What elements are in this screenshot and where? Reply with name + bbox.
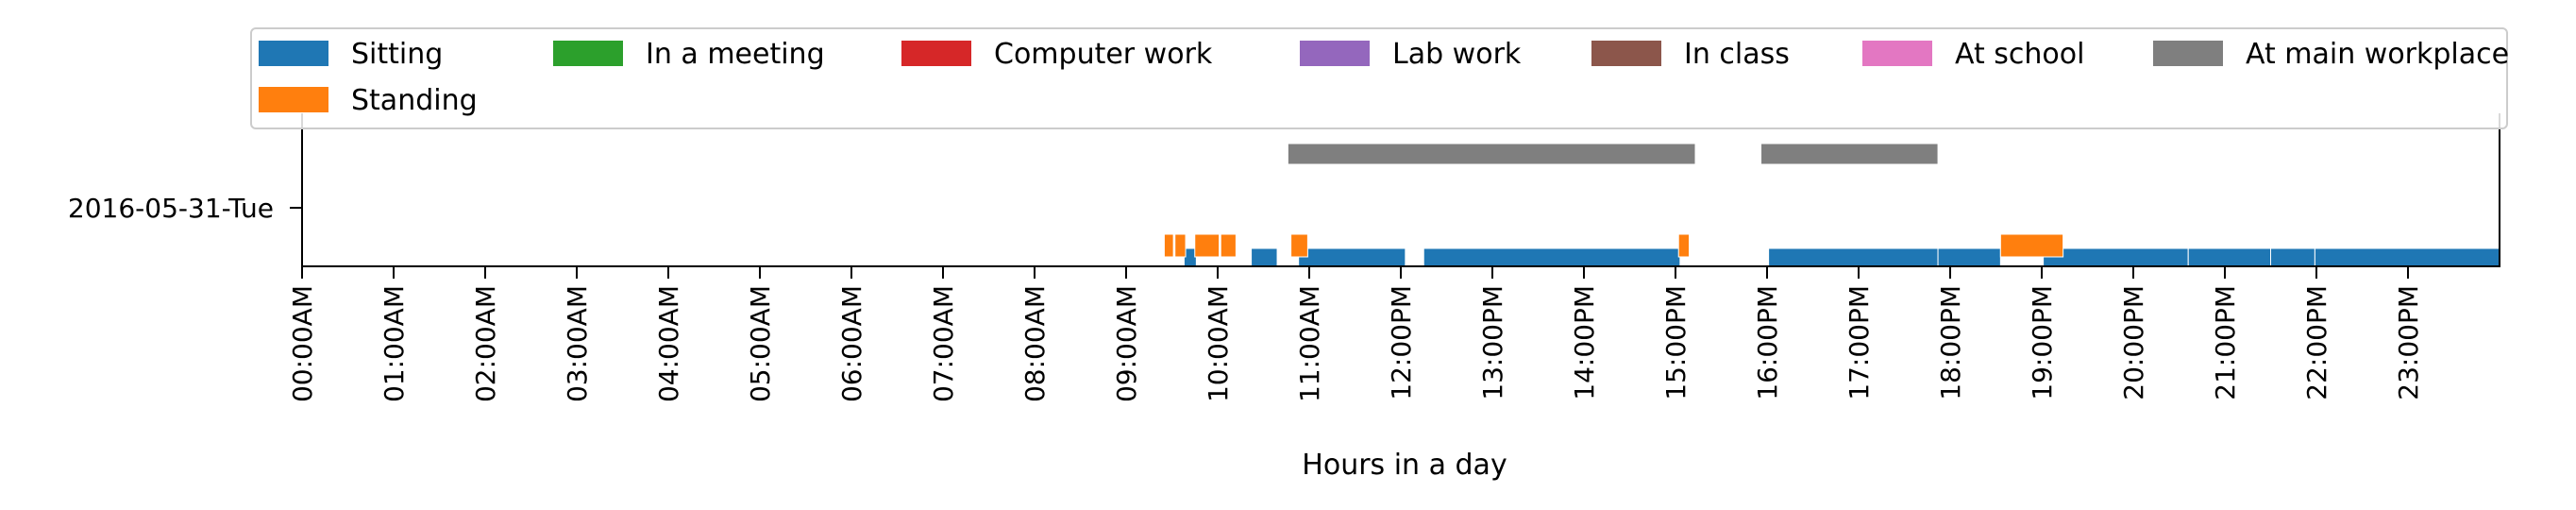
x-tick-label: 14:00PM [1569,285,1600,400]
x-tick-label: 10:00AM [1203,285,1234,402]
legend-swatch [259,41,328,66]
y-tick-label: 2016-05-31-Tue [68,193,274,224]
x-tick-label: 05:00AM [745,285,776,402]
interval-bar [2187,247,2271,267]
legend-label: In a meeting [646,38,825,71]
legend-item-standing: Standing [259,84,478,117]
interval-bar [2270,247,2315,267]
legend-swatch [1300,41,1370,66]
legend-swatch [1862,41,1932,66]
interval-bar [1287,143,1696,165]
legend-item-in-a-meeting: In a meeting [553,38,825,71]
legend-swatch [2153,41,2223,66]
interval-bar [1220,233,1237,258]
legend-label: Lab work [1392,38,1522,71]
legend-item-at-school: At school [1862,38,2084,71]
legend-item-lab-work: Lab work [1300,38,1522,71]
interval-bar [1251,247,1278,267]
legend-swatch [1591,41,1661,66]
legend-label: Sitting [351,38,443,71]
y-axis: 2016-05-31-Tue [68,193,302,224]
x-tick-label: 13:00PM [1477,285,1508,400]
interval-bar [1999,233,2064,258]
interval-bar [1768,247,1939,267]
legend-swatch [901,41,971,66]
x-tick-label: 20:00PM [2118,285,2149,400]
interval-bar [1290,233,1308,258]
legend-frame [250,27,2508,129]
x-axis: 00:00AM 01:00AM 02:00AM 03:00AM 04:00AM 05:00… [287,113,2500,402]
interval-bar [1423,247,1681,267]
x-tick-label: 07:00AM [928,285,959,402]
legend-item-sitting: Sitting [259,38,443,71]
x-tick-label: 11:00AM [1294,285,1325,402]
x-tick-label: 21:00PM [2210,285,2241,400]
interval-bar [1194,233,1221,258]
x-tick-label: 00:00AM [287,285,318,402]
x-tick-label: 01:00AM [379,285,410,402]
legend-item-at-main-workplace: At main workplace [2153,38,2509,71]
x-tick-label: 16:00PM [1752,285,1783,400]
x-tick-label: 04:00AM [653,285,684,402]
series-sitting [1183,247,2500,267]
x-tick-label: 23:00PM [2393,285,2424,400]
x-tick-label: 18:00PM [1935,285,1966,400]
x-axis-label: Hours in a day [1302,449,1507,482]
x-tick-label: 22:00PM [2301,285,2332,400]
x-tick-label: 15:00PM [1660,285,1692,400]
x-tick-label: 08:00AM [1019,285,1051,402]
interval-bar [1677,233,1691,258]
legend-label: Computer work [994,38,1213,71]
legend-label: Standing [351,84,478,117]
x-tick-label: 02:00AM [470,285,501,402]
interval-bar [1937,247,2001,267]
x-tick-label: 06:00AM [836,285,867,402]
interval-bar [1174,233,1187,258]
plot-area [1163,143,2500,267]
x-tick-label: 17:00PM [1844,285,1875,400]
interval-bar [1298,247,1406,267]
interval-bar [2314,247,2500,267]
legend-label: At school [1955,38,2084,71]
x-tick-label: 09:00AM [1111,285,1142,402]
legend-item-computer-work: Computer work [901,38,1213,71]
interval-bar [1163,233,1174,258]
legend-item-in-class: In class [1591,38,1790,71]
legend-swatch [259,87,328,112]
series-at-main-workplace [1287,143,1939,165]
legend-label: In class [1684,38,1790,71]
series-standing [1163,233,2064,258]
interval-bar [2043,247,2189,267]
x-tick-label: 03:00AM [562,285,593,402]
x-tick-label: 19:00PM [2027,285,2058,400]
legend: Sitting In a meeting Computer work Lab work… [250,27,2509,129]
legend-label: At main workplace [2246,38,2509,71]
interval-bar [1760,143,1939,165]
x-tick-label: 12:00PM [1386,285,1417,400]
legend-swatch [553,41,623,66]
